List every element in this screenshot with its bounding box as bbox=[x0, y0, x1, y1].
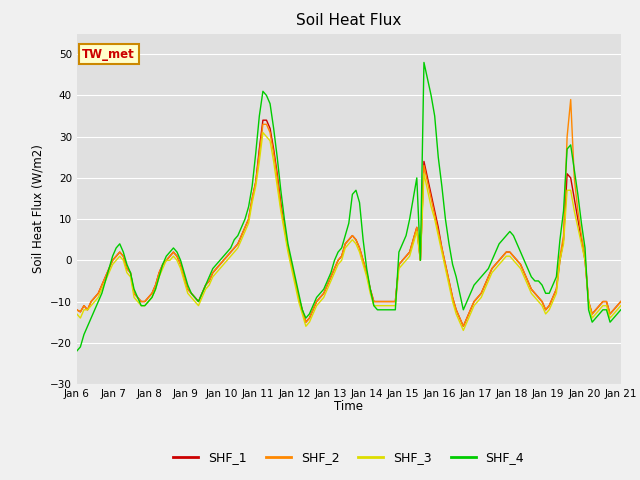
SHF_3 bbox=[599, 303, 607, 309]
SHF_2 bbox=[109, 257, 116, 263]
SHF_3 bbox=[73, 311, 81, 317]
SHF_2 bbox=[567, 96, 575, 102]
SHF_1 bbox=[460, 324, 467, 329]
SHF_3 bbox=[259, 130, 267, 135]
SHF_2 bbox=[313, 299, 321, 304]
Title: Soil Heat Flux: Soil Heat Flux bbox=[296, 13, 401, 28]
SHF_3 bbox=[460, 327, 467, 333]
SHF_2 bbox=[460, 324, 467, 329]
SHF_2 bbox=[617, 299, 625, 304]
SHF_1 bbox=[259, 117, 267, 123]
Y-axis label: Soil Heat Flux (W/m2): Soil Heat Flux (W/m2) bbox=[31, 144, 45, 273]
SHF_3 bbox=[463, 319, 471, 325]
SHF_4 bbox=[313, 295, 321, 300]
SHF_1 bbox=[316, 295, 324, 300]
SHF_3 bbox=[109, 262, 116, 267]
SHF_1 bbox=[599, 299, 607, 304]
SHF_4 bbox=[527, 274, 535, 280]
X-axis label: Time: Time bbox=[334, 400, 364, 413]
SHF_2 bbox=[73, 307, 81, 312]
SHF_4 bbox=[109, 253, 116, 259]
SHF_4 bbox=[460, 307, 467, 312]
SHF_3 bbox=[617, 303, 625, 309]
SHF_1 bbox=[617, 299, 625, 304]
SHF_1 bbox=[531, 290, 539, 296]
Line: SHF_1: SHF_1 bbox=[77, 120, 621, 326]
Line: SHF_2: SHF_2 bbox=[77, 99, 621, 326]
SHF_1 bbox=[73, 307, 81, 312]
SHF_1 bbox=[145, 295, 152, 300]
SHF_2 bbox=[145, 295, 152, 300]
SHF_3 bbox=[316, 299, 324, 304]
SHF_2 bbox=[599, 299, 607, 304]
Text: TW_met: TW_met bbox=[82, 48, 135, 60]
SHF_2 bbox=[456, 315, 463, 321]
SHF_4 bbox=[145, 299, 152, 304]
SHF_1 bbox=[463, 315, 471, 321]
SHF_4 bbox=[613, 311, 621, 317]
SHF_1 bbox=[109, 257, 116, 263]
Legend: SHF_1, SHF_2, SHF_3, SHF_4: SHF_1, SHF_2, SHF_3, SHF_4 bbox=[168, 446, 529, 469]
SHF_4 bbox=[617, 307, 625, 312]
Line: SHF_4: SHF_4 bbox=[77, 62, 621, 351]
SHF_4 bbox=[73, 348, 81, 354]
SHF_3 bbox=[145, 299, 152, 304]
SHF_2 bbox=[527, 286, 535, 292]
Line: SHF_3: SHF_3 bbox=[77, 132, 621, 330]
SHF_4 bbox=[420, 60, 428, 65]
SHF_3 bbox=[531, 295, 539, 300]
